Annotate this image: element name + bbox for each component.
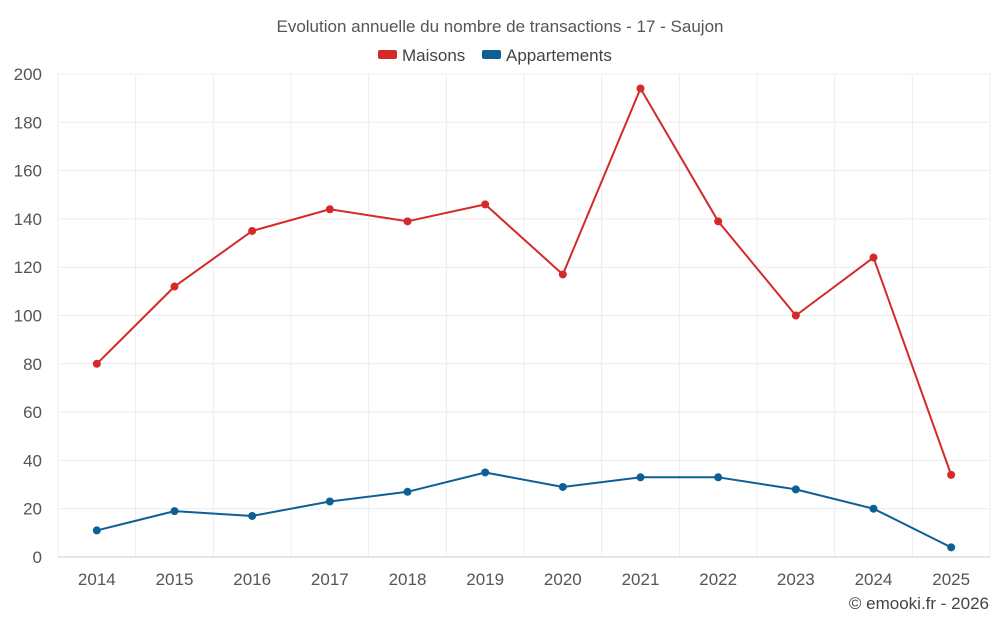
x-tick-label: 2020 xyxy=(544,570,582,589)
legend-label-maisons[interactable]: Maisons xyxy=(402,46,465,65)
x-tick-label: 2025 xyxy=(932,570,970,589)
y-tick-label: 0 xyxy=(33,548,42,567)
y-tick-label: 120 xyxy=(14,258,42,277)
data-point-appartements[interactable] xyxy=(636,473,645,482)
data-point-maisons[interactable] xyxy=(403,217,412,226)
data-point-maisons[interactable] xyxy=(170,282,179,291)
data-point-maisons[interactable] xyxy=(558,270,567,279)
data-point-appartements[interactable] xyxy=(714,473,723,482)
series-line-maisons xyxy=(96,87,953,476)
x-gridlines xyxy=(57,74,991,557)
data-point-maisons[interactable] xyxy=(947,470,956,479)
data-point-appartements[interactable] xyxy=(92,526,101,535)
data-point-appartements[interactable] xyxy=(170,507,179,516)
x-tick-label: 2018 xyxy=(389,570,427,589)
y-tick-label: 100 xyxy=(14,307,42,326)
legend: Maisons Appartements xyxy=(378,46,612,65)
data-point-appartements[interactable] xyxy=(403,487,412,496)
y-tick-label: 20 xyxy=(23,500,42,519)
x-axis-ticks: 2014 2015 2016 2017 2018 2019 2020 2021 2022 2023… xyxy=(78,570,970,589)
data-point-maisons[interactable] xyxy=(248,226,257,235)
y-tick-label: 40 xyxy=(23,451,42,470)
legend-swatch-maisons xyxy=(378,50,397,59)
y-tick-label: 60 xyxy=(23,403,42,422)
data-point-maisons[interactable] xyxy=(714,217,723,226)
y-axis-ticks: 0 20 40 60 80 100 120 140 160 180 200 xyxy=(14,65,42,567)
x-tick-label: 2014 xyxy=(78,570,116,589)
x-tick-label: 2021 xyxy=(622,570,660,589)
data-point-appartements[interactable] xyxy=(248,511,257,520)
data-point-maisons[interactable] xyxy=(791,311,800,320)
x-tick-label: 2017 xyxy=(311,570,349,589)
series-layer xyxy=(92,84,956,552)
data-point-appartements[interactable] xyxy=(481,468,490,477)
data-point-maisons[interactable] xyxy=(869,253,878,262)
data-point-maisons[interactable] xyxy=(92,359,101,368)
y-tick-label: 160 xyxy=(14,162,42,181)
credit-text: © emooki.fr - 2026 xyxy=(849,594,989,613)
data-point-appartements[interactable] xyxy=(869,504,878,513)
legend-label-appartements[interactable]: Appartements xyxy=(506,46,612,65)
y-tick-label: 200 xyxy=(14,65,42,84)
x-tick-label: 2016 xyxy=(233,570,271,589)
data-point-appartements[interactable] xyxy=(325,497,334,506)
x-tick-label: 2024 xyxy=(855,570,893,589)
y-tick-label: 80 xyxy=(23,355,42,374)
data-point-appartements[interactable] xyxy=(947,543,956,552)
data-point-maisons[interactable] xyxy=(481,200,490,209)
data-point-appartements[interactable] xyxy=(791,485,800,494)
y-tick-label: 140 xyxy=(14,210,42,229)
x-tick-label: 2023 xyxy=(777,570,815,589)
legend-swatch-appartements xyxy=(482,50,501,59)
x-tick-label: 2019 xyxy=(466,570,504,589)
x-tick-label: 2022 xyxy=(699,570,737,589)
x-tick-label: 2015 xyxy=(156,570,194,589)
data-point-maisons[interactable] xyxy=(636,84,645,93)
y-tick-label: 180 xyxy=(14,113,42,132)
chart-title: Evolution annuelle du nombre de transact… xyxy=(276,17,723,36)
data-point-appartements[interactable] xyxy=(558,482,567,491)
series-line-appartements xyxy=(96,471,952,549)
data-point-maisons[interactable] xyxy=(325,205,334,214)
